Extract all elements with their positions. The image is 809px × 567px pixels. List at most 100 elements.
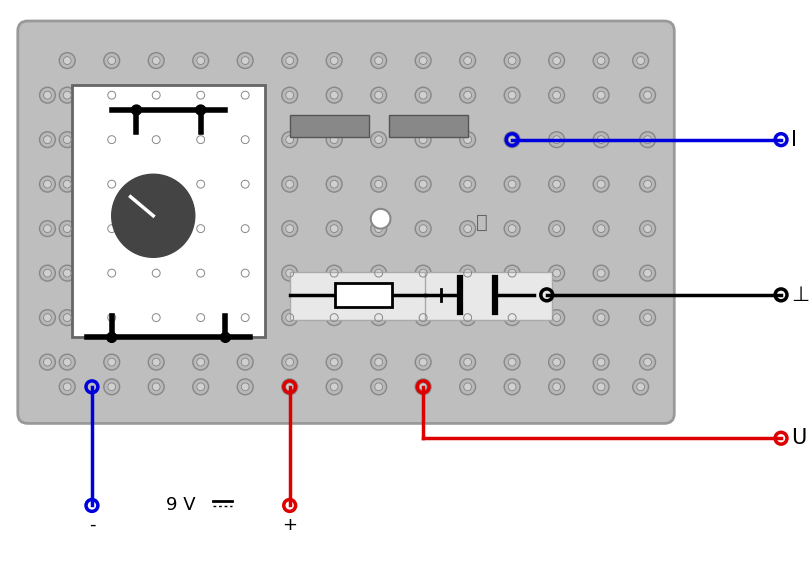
Circle shape (637, 57, 645, 65)
Circle shape (553, 57, 561, 65)
Circle shape (644, 91, 651, 99)
Circle shape (464, 180, 472, 188)
Circle shape (460, 132, 476, 147)
Text: Ⓖ: Ⓖ (476, 213, 487, 232)
Circle shape (326, 354, 342, 370)
Bar (290, 115, 369, 137)
Circle shape (193, 354, 209, 370)
Bar (425, 272, 552, 320)
Circle shape (282, 379, 298, 395)
Circle shape (330, 136, 338, 143)
Circle shape (415, 379, 431, 395)
Circle shape (593, 53, 609, 69)
Circle shape (152, 91, 160, 99)
Circle shape (549, 310, 565, 325)
Circle shape (108, 314, 116, 321)
Circle shape (504, 132, 520, 147)
Circle shape (640, 87, 655, 103)
Circle shape (108, 91, 116, 99)
Circle shape (237, 132, 253, 147)
Circle shape (326, 310, 342, 325)
Circle shape (193, 53, 209, 69)
Circle shape (148, 354, 164, 370)
Circle shape (59, 265, 75, 281)
Circle shape (371, 379, 387, 395)
Circle shape (375, 225, 383, 232)
Circle shape (193, 379, 209, 395)
Circle shape (553, 269, 561, 277)
Circle shape (375, 358, 383, 366)
Circle shape (104, 53, 120, 69)
Circle shape (644, 180, 651, 188)
Text: +: + (282, 516, 297, 534)
Circle shape (508, 269, 516, 277)
Circle shape (197, 225, 205, 232)
Circle shape (553, 136, 561, 143)
Circle shape (40, 176, 55, 192)
Circle shape (415, 354, 431, 370)
Circle shape (419, 314, 427, 321)
Circle shape (237, 310, 253, 325)
Circle shape (44, 91, 52, 99)
Circle shape (330, 180, 338, 188)
Circle shape (107, 332, 116, 342)
Circle shape (597, 225, 605, 232)
Circle shape (148, 310, 164, 325)
Circle shape (330, 269, 338, 277)
Circle shape (375, 91, 383, 99)
Circle shape (593, 265, 609, 281)
Circle shape (593, 221, 609, 236)
Circle shape (326, 53, 342, 69)
Circle shape (59, 87, 75, 103)
Circle shape (549, 221, 565, 236)
Circle shape (197, 269, 205, 277)
Circle shape (593, 354, 609, 370)
Circle shape (644, 358, 651, 366)
Circle shape (241, 225, 249, 232)
Circle shape (508, 383, 516, 391)
Circle shape (553, 225, 561, 232)
Circle shape (419, 358, 427, 366)
Circle shape (197, 57, 205, 65)
Circle shape (282, 132, 298, 147)
Circle shape (419, 91, 427, 99)
Circle shape (193, 87, 209, 103)
Circle shape (371, 221, 387, 236)
Circle shape (148, 132, 164, 147)
Circle shape (640, 221, 655, 236)
Circle shape (282, 310, 298, 325)
Circle shape (330, 225, 338, 232)
Circle shape (464, 225, 472, 232)
Circle shape (63, 269, 71, 277)
Circle shape (415, 53, 431, 69)
Circle shape (237, 53, 253, 69)
Text: 9 V: 9 V (166, 497, 196, 514)
Circle shape (644, 225, 651, 232)
Circle shape (419, 225, 427, 232)
Circle shape (197, 136, 205, 143)
Circle shape (504, 87, 520, 103)
Text: -: - (89, 516, 95, 534)
Circle shape (104, 265, 120, 281)
Circle shape (132, 105, 142, 115)
Circle shape (193, 176, 209, 192)
Circle shape (286, 358, 294, 366)
Circle shape (193, 221, 209, 236)
Circle shape (640, 176, 655, 192)
Circle shape (152, 57, 160, 65)
Circle shape (104, 87, 120, 103)
Circle shape (148, 265, 164, 281)
Circle shape (59, 176, 75, 192)
Circle shape (286, 314, 294, 321)
Circle shape (597, 358, 605, 366)
Circle shape (108, 358, 116, 366)
Circle shape (504, 354, 520, 370)
Circle shape (237, 87, 253, 103)
Circle shape (63, 225, 71, 232)
Circle shape (44, 180, 52, 188)
Circle shape (108, 57, 116, 65)
Circle shape (371, 87, 387, 103)
Circle shape (152, 269, 160, 277)
Circle shape (326, 176, 342, 192)
Circle shape (44, 314, 52, 321)
